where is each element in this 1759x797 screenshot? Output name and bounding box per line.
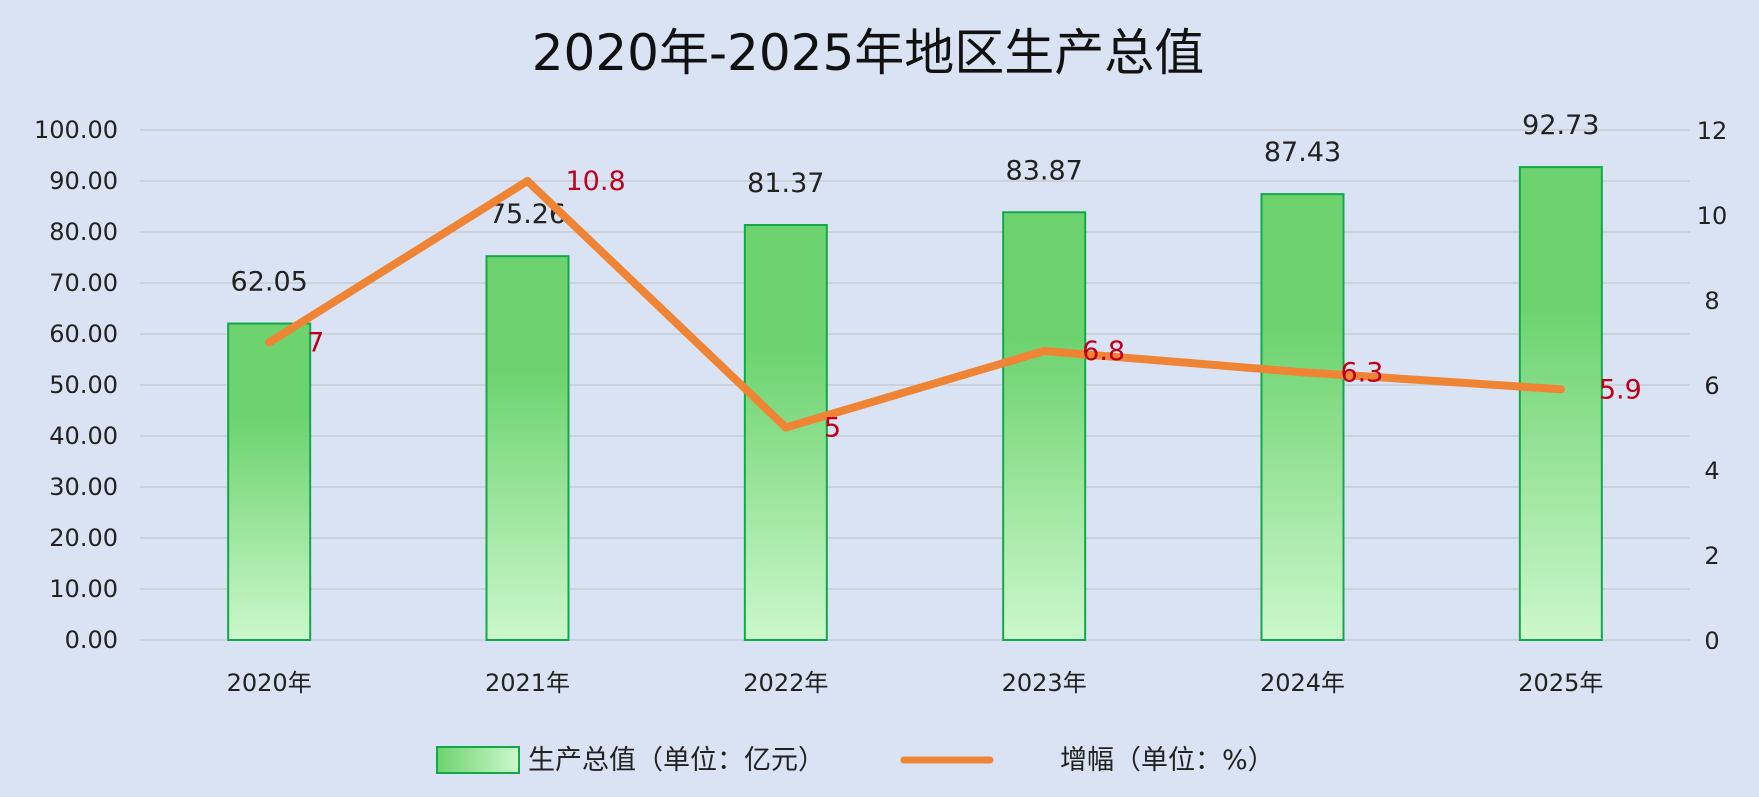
line-data-labels: 7 10.8 5 6.8 6.3 5.9: [307, 166, 1642, 444]
gridlines: [140, 129, 1690, 641]
bar: [1260, 193, 1345, 641]
chart-title: 2020年-2025年地区生产总值: [532, 24, 1205, 82]
growth-point: [265, 338, 274, 347]
x-axis-tick-labels: 2020年 2021年 2022年 2023年 2024年 2025年: [227, 669, 1604, 697]
x-tick-label: 2021年: [485, 669, 570, 697]
bar: [743, 224, 828, 641]
left-tick-label: 0.00: [65, 626, 118, 654]
right-tick-label: 4: [1704, 457, 1719, 485]
bar-value-label: 81.37: [747, 168, 824, 199]
bar: [1518, 166, 1603, 641]
bar-value-label: 62.05: [231, 267, 308, 298]
right-tick-label: 0: [1704, 627, 1719, 655]
left-tick-label: 20.00: [49, 524, 118, 552]
growth-point: [523, 177, 532, 185]
growth-value-label: 6.8: [1082, 336, 1125, 367]
x-tick-label: 2023年: [1002, 669, 1087, 697]
right-tick-label: 6: [1704, 372, 1719, 400]
x-tick-label: 2020年: [227, 669, 312, 697]
bar: [227, 322, 312, 641]
left-tick-label: 50.00: [49, 371, 118, 399]
right-tick-label: 2: [1704, 542, 1719, 570]
x-tick-label: 2022年: [743, 669, 828, 697]
growth-line: [265, 177, 1565, 432]
left-tick-label: 40.00: [49, 422, 118, 450]
bar-value-label: 83.87: [1006, 155, 1083, 186]
right-tick-label: 10: [1697, 202, 1728, 230]
right-tick-label: 12: [1697, 117, 1728, 145]
growth-value-label: 5: [824, 413, 841, 444]
left-tick-label: 90.00: [49, 167, 118, 195]
left-tick-label: 70.00: [49, 269, 118, 297]
growth-point: [1298, 368, 1307, 377]
left-tick-label: 80.00: [49, 218, 118, 246]
growth-point: [1556, 385, 1565, 394]
bar-value-label: 92.73: [1522, 110, 1599, 141]
left-tick-label: 60.00: [49, 320, 118, 348]
growth-value-label: 5.9: [1599, 374, 1642, 405]
x-tick-label: 2025年: [1518, 669, 1603, 697]
legend-bar-swatch: [436, 746, 520, 774]
growth-value-label: 7: [307, 328, 324, 359]
growth-value-label: 6.3: [1341, 357, 1384, 388]
left-axis-tick-labels: 0.00 10.00 20.00 30.00 40.00 50.00 60.00 70.00 8…: [34, 116, 118, 654]
left-tick-label: 100.00: [34, 116, 118, 144]
growth-point: [1040, 347, 1049, 355]
legend-line-label: 增幅（单位：%）: [1060, 745, 1275, 776]
bar-value-label: 87.43: [1264, 137, 1341, 168]
line-series: [265, 177, 1565, 432]
right-tick-label: 8: [1704, 287, 1719, 315]
left-tick-label: 30.00: [49, 473, 118, 501]
growth-point: [781, 423, 790, 432]
right-axis-tick-labels: 0 2 4 6 8 10 12: [1697, 117, 1728, 655]
bar: [485, 255, 570, 641]
legend-bar-label: 生产总值（单位：亿元）: [528, 745, 825, 776]
bar: [1002, 211, 1087, 641]
left-tick-label: 10.00: [49, 575, 118, 603]
growth-value-label: 10.8: [566, 166, 626, 197]
x-tick-label: 2024年: [1260, 669, 1345, 697]
bar-series: [227, 166, 1603, 641]
legend: 生产总值（单位：亿元） 增幅（单位：%）: [436, 745, 1275, 776]
